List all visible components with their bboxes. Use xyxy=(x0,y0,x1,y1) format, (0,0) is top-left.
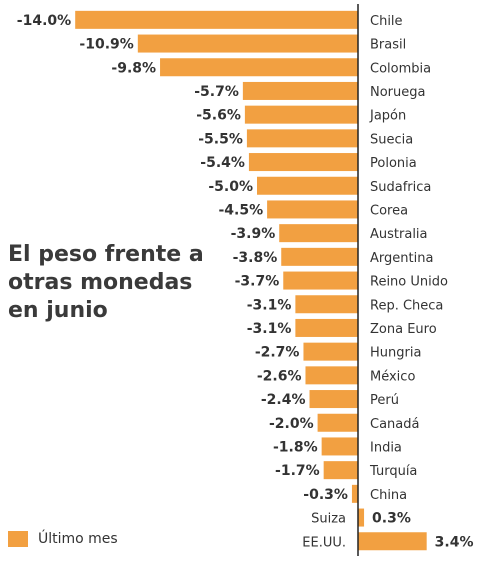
category-label-5: Suecia xyxy=(370,132,413,147)
category-label-9: Australia xyxy=(370,227,428,242)
category-label-10: Argentina xyxy=(370,251,433,266)
category-label-13: Zona Euro xyxy=(370,322,437,337)
bar-0 xyxy=(75,10,358,29)
bar-1 xyxy=(137,34,358,53)
category-label-4: Japón xyxy=(369,109,406,124)
bar-16 xyxy=(309,390,358,409)
value-label-7: -5.0% xyxy=(208,179,253,195)
category-label-6: Polonia xyxy=(370,156,417,171)
value-label-14: -2.7% xyxy=(255,345,300,361)
bar-21 xyxy=(358,508,365,527)
bar-7 xyxy=(257,176,358,195)
value-label-3: -5.7% xyxy=(194,84,239,100)
value-label-8: -4.5% xyxy=(218,202,263,218)
bar-18 xyxy=(321,437,358,456)
category-label-19: Turquía xyxy=(369,464,417,479)
bar-8 xyxy=(267,200,358,219)
legend-label: Último mes xyxy=(38,531,118,547)
bar-20 xyxy=(351,484,358,503)
value-label-12: -3.1% xyxy=(247,297,292,313)
category-label-1: Brasil xyxy=(370,38,406,53)
value-label-10: -3.8% xyxy=(233,250,278,266)
value-label-21: 0.3% xyxy=(372,511,411,527)
bar-10 xyxy=(281,247,358,266)
bar-13 xyxy=(295,318,358,337)
value-label-16: -2.4% xyxy=(261,392,306,408)
chart-title-line-1: El peso frente a xyxy=(8,242,204,267)
category-label-16: Perú xyxy=(370,393,399,408)
bar-3 xyxy=(242,81,358,100)
bar-11 xyxy=(283,271,358,290)
category-label-11: Reino Unido xyxy=(370,275,448,290)
category-label-15: México xyxy=(370,369,415,384)
category-label-14: Hungria xyxy=(370,346,421,361)
category-label-2: Colombia xyxy=(370,61,431,76)
value-label-2: -9.8% xyxy=(111,60,156,76)
bar-14 xyxy=(303,342,358,361)
category-label-21: Suiza xyxy=(311,512,346,527)
legend: Último mes xyxy=(8,530,118,548)
value-label-6: -5.4% xyxy=(200,155,245,171)
category-label-0: Chile xyxy=(370,14,403,29)
bar-5 xyxy=(246,129,358,148)
value-label-17: -2.0% xyxy=(269,416,314,432)
legend-swatch xyxy=(8,531,28,547)
bar-9 xyxy=(279,224,358,243)
value-label-9: -3.9% xyxy=(231,226,276,242)
value-label-18: -1.8% xyxy=(273,439,318,455)
chart-title-line-2: otras monedas xyxy=(8,270,193,295)
value-label-13: -3.1% xyxy=(247,321,292,337)
value-label-22: 3.4% xyxy=(435,534,474,550)
bar-4 xyxy=(244,105,358,124)
category-label-18: India xyxy=(370,440,402,455)
bar-19 xyxy=(323,461,358,480)
category-label-7: Sudafrica xyxy=(370,180,431,195)
bar-2 xyxy=(160,58,358,77)
value-label-19: -1.7% xyxy=(275,463,320,479)
category-label-12: Rep. Checa xyxy=(370,298,443,313)
value-label-20: -0.3% xyxy=(303,487,348,503)
category-label-20: China xyxy=(370,488,407,503)
bar-12 xyxy=(295,295,358,314)
value-label-1: -10.9% xyxy=(79,37,133,53)
category-label-22: EE.UU. xyxy=(302,535,346,550)
category-label-3: Noruega xyxy=(370,85,425,100)
chart-title-line-3: en junio xyxy=(8,298,108,323)
chart-title: El peso frente a otras monedas en junio xyxy=(8,241,218,325)
value-label-0: -14.0% xyxy=(17,13,71,29)
value-label-5: -5.5% xyxy=(198,131,243,147)
bar-15 xyxy=(305,366,358,385)
category-label-17: Canadá xyxy=(370,417,419,432)
category-label-8: Corea xyxy=(370,203,408,218)
bar-22 xyxy=(358,532,427,551)
value-label-4: -5.6% xyxy=(196,108,241,124)
value-label-15: -2.6% xyxy=(257,368,302,384)
bar-6 xyxy=(248,153,358,172)
bar-17 xyxy=(317,413,358,432)
value-label-11: -3.7% xyxy=(235,274,280,290)
